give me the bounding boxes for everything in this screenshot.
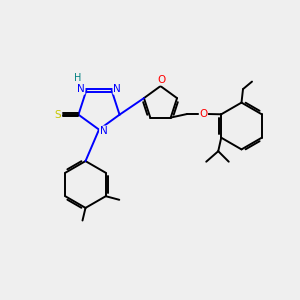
Text: N: N bbox=[113, 84, 121, 94]
Text: H: H bbox=[74, 73, 82, 83]
Text: O: O bbox=[199, 109, 208, 119]
Text: O: O bbox=[157, 75, 166, 85]
Text: N: N bbox=[77, 84, 85, 94]
Text: S: S bbox=[54, 110, 61, 120]
Text: N: N bbox=[100, 126, 107, 136]
